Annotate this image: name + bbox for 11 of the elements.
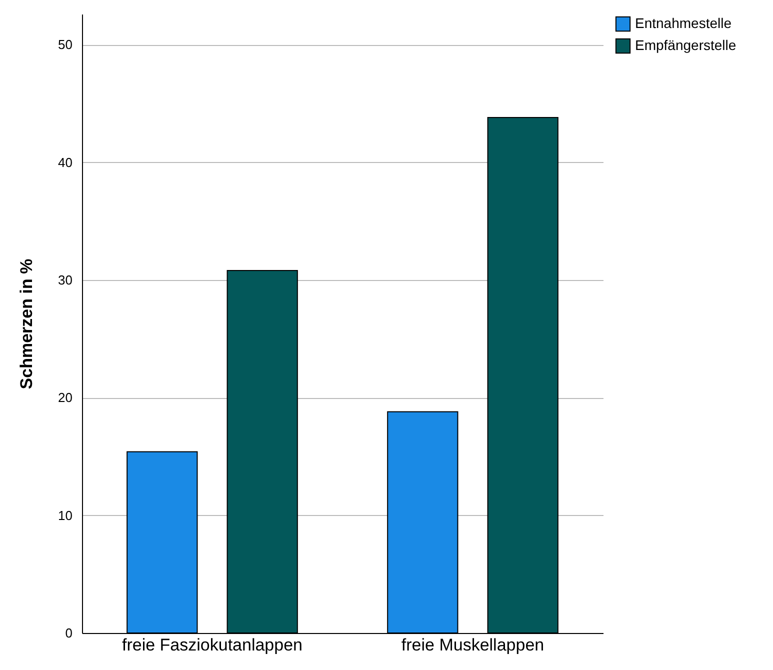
- y-tick-label: 10: [58, 508, 72, 523]
- legend-label: Empfängerstelle: [635, 37, 736, 53]
- y-tick-label: 0: [65, 626, 72, 640]
- y-tick-label: 50: [58, 37, 72, 52]
- y-tick-label: 40: [58, 154, 72, 170]
- x-tick-label: freie Muskellappen: [401, 636, 544, 654]
- y-tick-label: 30: [58, 272, 72, 288]
- x-tick-label: freie Fasziokutanlappen: [122, 636, 303, 654]
- y-tick-label: 20: [58, 390, 72, 406]
- legend-label: Entnahmestelle: [635, 15, 732, 31]
- y-axis-title: Schmerzen in %: [17, 258, 36, 390]
